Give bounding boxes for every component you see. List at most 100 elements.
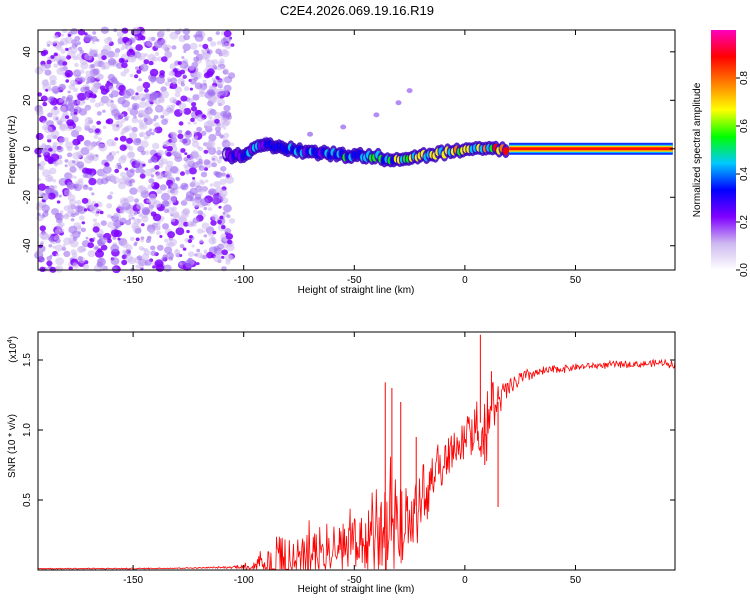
noise-blob [71, 114, 78, 120]
noise-blob [166, 145, 173, 152]
noise-blob [230, 43, 235, 47]
noise-blob [92, 82, 98, 88]
noise-blob [47, 44, 50, 47]
noise-blob [112, 52, 120, 58]
noise-blob [128, 37, 135, 44]
noise-blob [77, 231, 82, 235]
noise-blob [107, 57, 117, 66]
noise-blob [41, 63, 46, 68]
noise-blob [131, 117, 139, 124]
noise-blob [156, 188, 163, 195]
noise-blob [136, 52, 146, 61]
noise-blob [106, 156, 113, 163]
noise-blob [110, 100, 114, 103]
noise-blob [159, 29, 166, 35]
noise-blob [130, 236, 135, 241]
noise-blob [181, 56, 185, 59]
noise-blob [177, 129, 183, 134]
noise-blob [166, 151, 172, 157]
noise-blob [121, 113, 125, 117]
noise-blob [76, 161, 85, 169]
noise-blob [180, 64, 185, 69]
noise-blob [85, 106, 91, 111]
noise-blob [55, 253, 60, 257]
noise-blob [204, 179, 209, 183]
noise-blob [193, 56, 200, 62]
noise-blob [159, 235, 163, 238]
noise-blob [100, 244, 108, 251]
noise-blob [74, 125, 82, 133]
noise-blob [37, 183, 47, 191]
spectrogram-xlabel: Height of straight line (km) [298, 285, 415, 296]
noise-blob [60, 66, 64, 69]
noise-blob [194, 135, 199, 139]
noise-blob [102, 125, 107, 129]
noise-blob [191, 137, 198, 143]
noise-blob [177, 61, 182, 65]
noise-blob [72, 160, 76, 164]
noise-blob [101, 237, 108, 243]
ytick-label: 1.5 [22, 353, 33, 367]
noise-blob [39, 266, 46, 272]
noise-blob [160, 114, 165, 119]
noise-blob [66, 119, 75, 127]
noise-blob [116, 31, 124, 38]
noise-blob [73, 69, 82, 77]
noise-blob [183, 199, 187, 202]
noise-blob [35, 107, 44, 115]
noise-blob [123, 126, 129, 131]
noise-blob [69, 79, 77, 86]
noise-blob [135, 237, 140, 242]
noise-blob [158, 160, 165, 166]
ytick-label: 1.0 [22, 423, 33, 437]
noise-blob [153, 122, 160, 128]
noise-blob [168, 195, 177, 204]
noise-blob [52, 245, 56, 249]
noise-blob [140, 239, 144, 243]
noise-blob [196, 248, 201, 253]
noise-blob [80, 150, 85, 155]
noise-blob [156, 244, 164, 251]
branch-point [373, 112, 380, 118]
noise-blob [155, 264, 165, 272]
noise-blob [63, 237, 72, 245]
noise-blob [187, 121, 191, 125]
noise-blob [146, 40, 153, 47]
noise-blob [131, 26, 141, 35]
noise-blob [92, 31, 97, 35]
noise-blob [201, 222, 210, 230]
noise-blob [94, 246, 99, 250]
noise-blob [164, 266, 170, 272]
noise-blob [74, 62, 79, 68]
noise-blob [175, 227, 185, 236]
noise-blob [93, 134, 99, 139]
noise-blob [145, 130, 152, 137]
noise-blob [87, 242, 94, 249]
noise-blob [84, 32, 88, 36]
noise-blob [35, 204, 43, 211]
noise-blob [107, 73, 115, 81]
noise-blob [150, 183, 155, 187]
noise-blob [161, 200, 169, 207]
noise-blob [111, 266, 118, 272]
noise-blob [150, 36, 156, 42]
noise-blob [136, 159, 141, 163]
branch-point [340, 124, 347, 130]
noise-blob [224, 42, 232, 49]
noise-blob [202, 50, 207, 55]
noise-blob [219, 178, 227, 185]
noise-blob [102, 165, 112, 174]
colorbar-tick-label: 0.8 [739, 71, 750, 85]
noise-blob [51, 41, 56, 45]
noise-blob [226, 214, 231, 219]
xtick-label: -100 [234, 575, 254, 586]
noise-blob [94, 128, 101, 134]
noise-blob [48, 244, 53, 248]
noise-blob [139, 173, 146, 179]
noise-blob [133, 94, 140, 101]
noise-blob [154, 165, 160, 170]
noise-blob [94, 212, 100, 217]
noise-blob [109, 191, 114, 195]
noise-blob [107, 221, 115, 229]
